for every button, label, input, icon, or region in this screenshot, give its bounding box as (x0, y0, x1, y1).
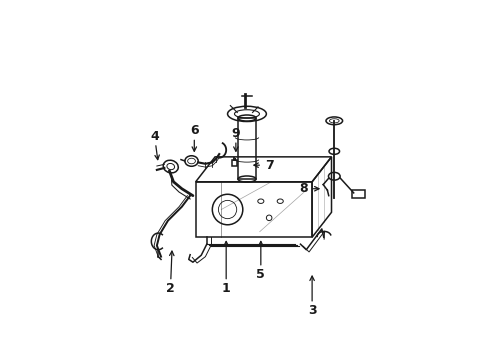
Text: 3: 3 (308, 304, 317, 317)
Text: 4: 4 (150, 130, 159, 143)
Text: 6: 6 (190, 124, 198, 137)
Text: 5: 5 (256, 268, 265, 281)
Bar (232, 160, 237, 166)
Text: 1: 1 (222, 282, 231, 295)
Text: 8: 8 (299, 182, 308, 195)
Text: 2: 2 (166, 282, 175, 295)
Text: 7: 7 (265, 159, 273, 172)
Text: 9: 9 (232, 127, 240, 140)
Bar (238, 118, 256, 179)
Bar (352, 190, 365, 198)
